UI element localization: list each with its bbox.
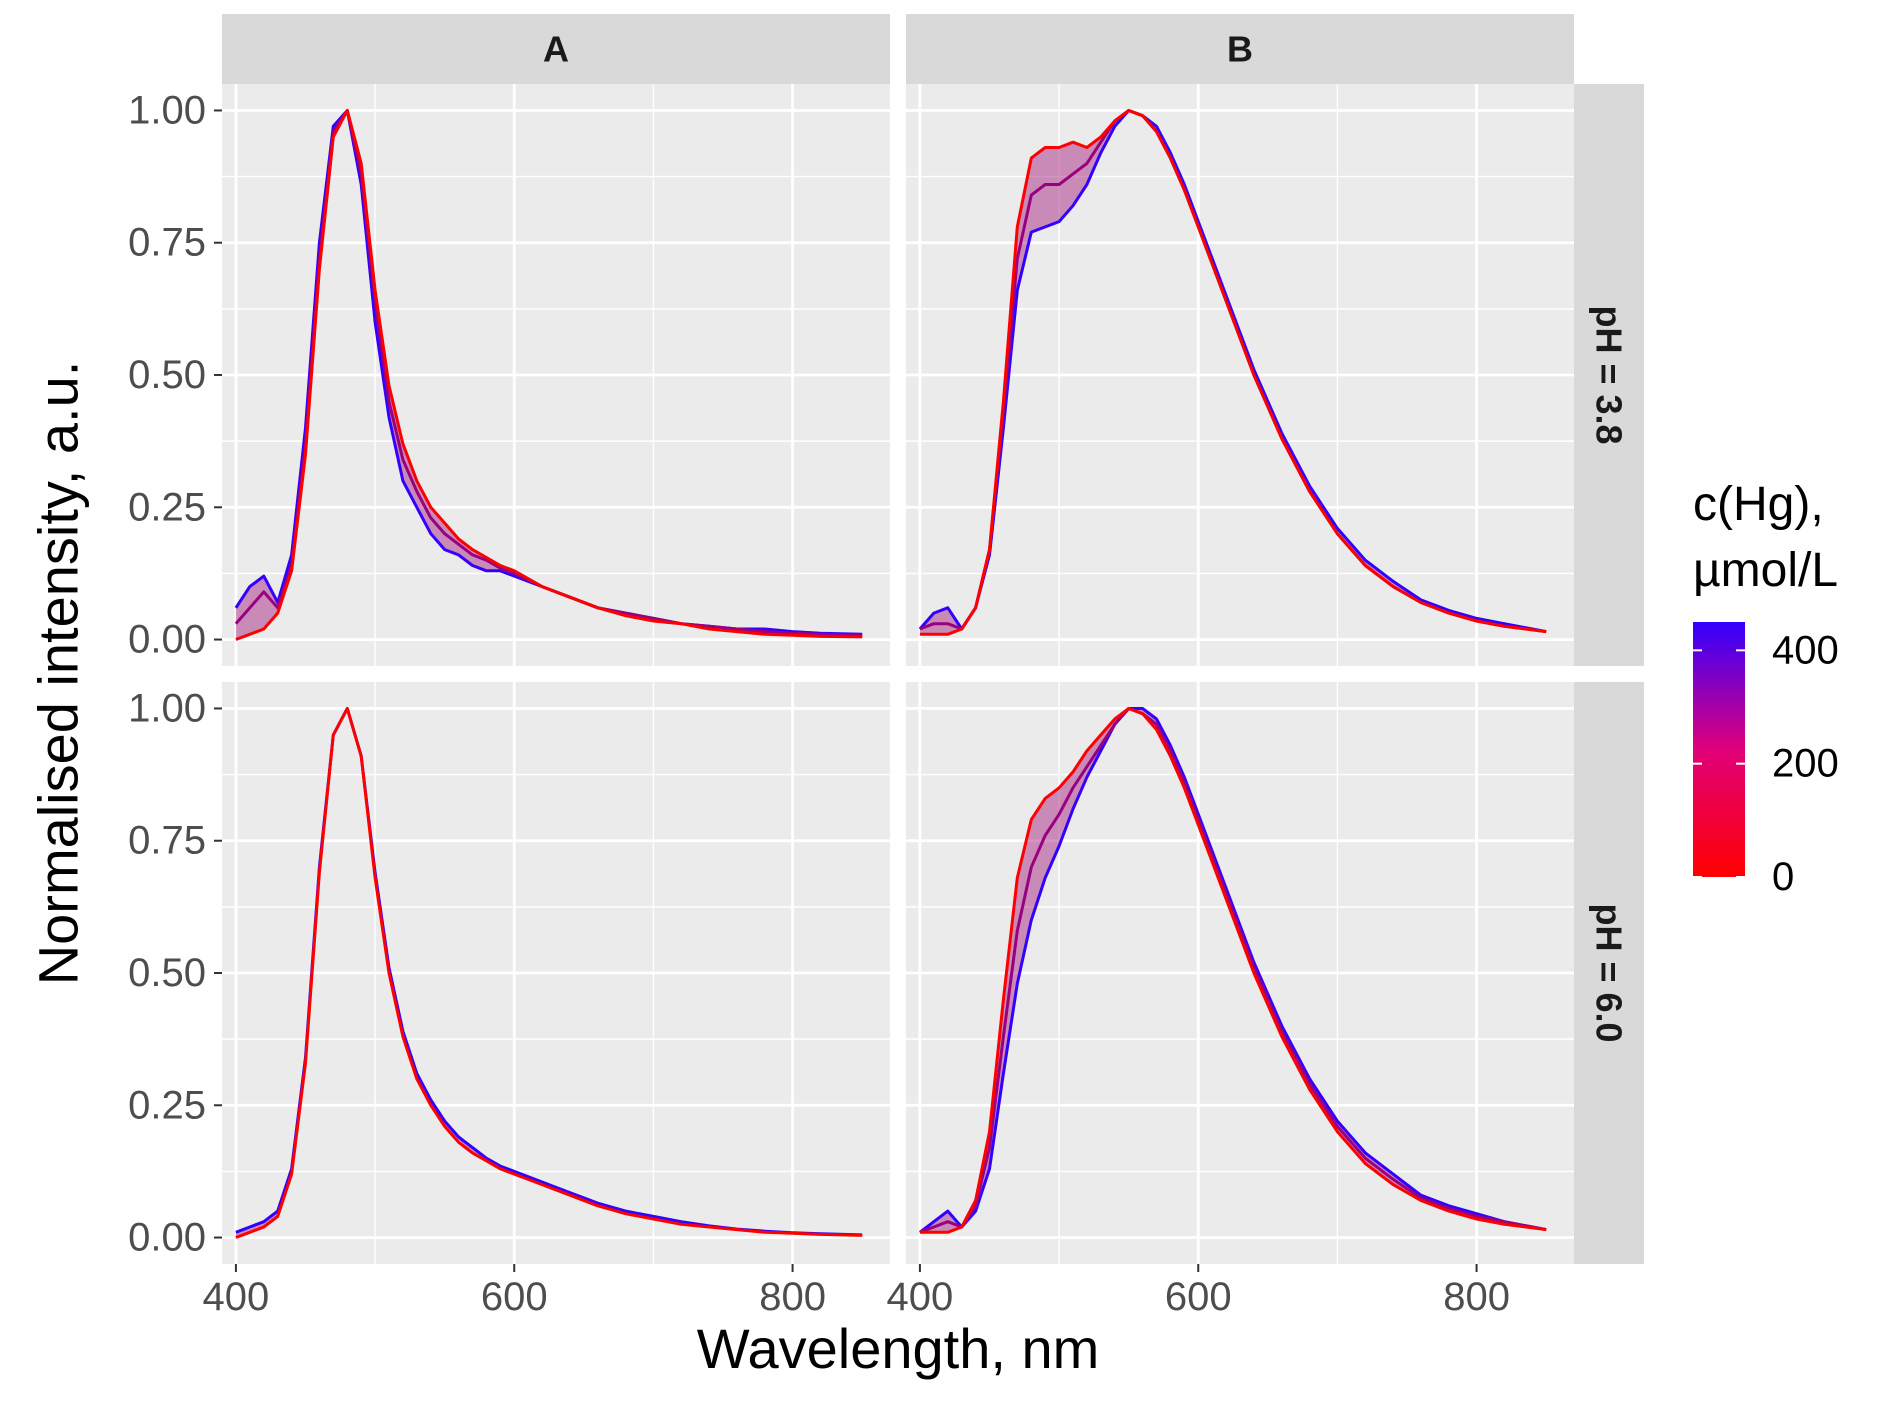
y-axis-title: Normalised intensity, a.u. [27, 361, 90, 986]
strip-background [1574, 84, 1644, 666]
panel-series [235, 707, 863, 1239]
legend-title-line2: µmol/L [1693, 544, 1838, 597]
legend: c(Hg), µmol/L 0 200 400 [1693, 478, 1839, 899]
panel-gridlines [222, 682, 890, 1264]
strip-column-A: A [222, 14, 890, 84]
panel-B-row1 [906, 84, 1574, 666]
y-tick-label: 0.00 [128, 618, 206, 662]
y-tick-label: 1.00 [128, 88, 206, 132]
legend-title-line1: c(Hg), [1693, 478, 1824, 531]
series-line [918, 707, 1547, 1234]
x-tick-label: 600 [481, 1275, 548, 1319]
strip-row-ph38: pH = 3.8 [1574, 84, 1644, 666]
y-tick-label: 0.75 [128, 819, 206, 863]
strip-label-ph60: pH = 6.0 [1589, 903, 1630, 1042]
panel-series [918, 109, 1547, 636]
y-tick-label: 0.75 [128, 221, 206, 265]
x-tick-label: 600 [1165, 1275, 1232, 1319]
strip-label-B: B [1227, 29, 1253, 70]
legend-tick-label: 200 [1772, 742, 1839, 786]
legend-tick-label: 0 [1772, 855, 1794, 899]
legend-colorbar [1693, 622, 1745, 877]
panel-B-row2 [906, 682, 1574, 1264]
panel-A-row1 [222, 84, 890, 666]
y-tick-label: 0.50 [128, 951, 206, 995]
panel-A-row2 [222, 682, 890, 1264]
panel-gridlines [906, 682, 1574, 1264]
x-tick-label: 800 [759, 1275, 826, 1319]
y-axis: 0.00 0.25 0.50 0.75 1.00 0.00 0.25 0.50 0.75 1.00 [128, 88, 222, 1260]
strip-column-B: B [906, 14, 1574, 84]
series-line [919, 707, 1547, 1234]
x-axis-title: Wavelength, nm [697, 1317, 1100, 1380]
panel-gridlines [222, 84, 890, 666]
y-tick-label: 0.00 [128, 1216, 206, 1260]
y-tick-label: 0.50 [128, 353, 206, 397]
strip-label-A: A [543, 29, 569, 70]
x-axis: 400 600 800 400 600 800 [203, 1264, 1510, 1319]
strip-background [222, 14, 890, 84]
x-tick-label: 800 [1443, 1275, 1510, 1319]
y-tick-label: 0.25 [128, 1083, 206, 1127]
series-line [235, 707, 863, 1239]
strip-background [906, 14, 1574, 84]
strip-label-ph38: pH = 3.8 [1589, 305, 1630, 444]
series-line [919, 109, 1547, 636]
legend-tick-label: 400 [1772, 628, 1839, 672]
y-tick-label: 0.25 [128, 485, 206, 529]
y-tick-label: 1.00 [128, 686, 206, 730]
legend-ticks: 0 200 400 [1693, 628, 1839, 899]
panel-series [918, 707, 1547, 1234]
strip-background [1574, 682, 1644, 1264]
x-tick-label: 400 [887, 1275, 954, 1319]
panel-series [234, 109, 863, 641]
panel-gridlines [906, 84, 1574, 666]
strip-row-ph60: pH = 6.0 [1574, 682, 1644, 1264]
series-line [235, 109, 863, 641]
x-tick-label: 400 [203, 1275, 270, 1319]
